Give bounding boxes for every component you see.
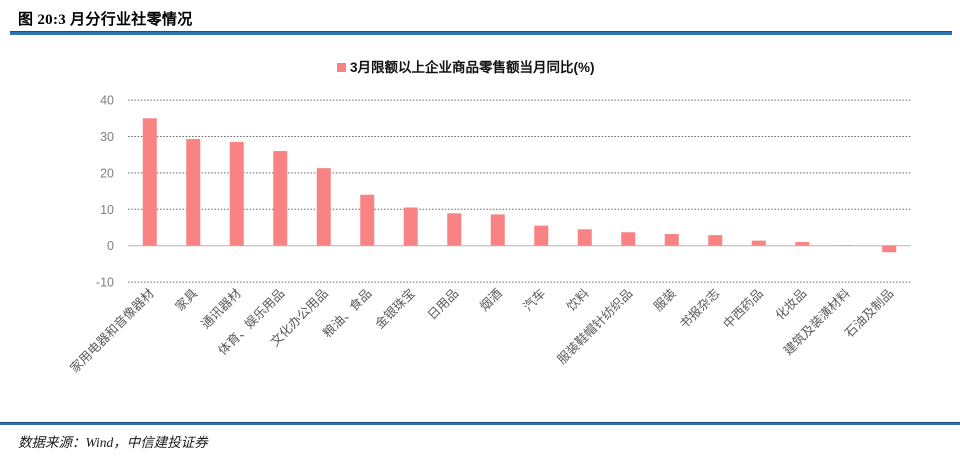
legend-swatch: [337, 63, 346, 72]
y-axis-label: 20: [100, 166, 114, 180]
y-axis-label: -10: [96, 276, 114, 290]
bar: [490, 214, 505, 246]
bar-chart: 40 30 20 10 0 -10 家用电器和音像器材 家具 通讯器材 体育、娱乐用品 文化办公用品…: [0, 40, 960, 418]
y-axis-label: 30: [100, 130, 114, 144]
x-axis-label: 日用品: [425, 286, 461, 322]
bar: [142, 118, 157, 246]
footer-divider: [0, 422, 960, 425]
x-axis-label: 家用电器和音像器材: [67, 286, 157, 376]
bar: [751, 240, 766, 246]
legend-label: 3月限额以上企业商品零售额当月同比(%): [350, 59, 595, 75]
data-source: 数据来源：Wind，中信建投证券: [18, 435, 208, 450]
bar: [360, 194, 375, 246]
x-axis-label: 家具: [172, 285, 201, 314]
bar: [229, 141, 244, 246]
bar: [621, 232, 636, 246]
y-axis-label: 0: [107, 239, 114, 253]
x-axis-label: 饮料: [564, 286, 592, 314]
title-divider: [10, 31, 952, 35]
bar: [447, 213, 462, 246]
x-axis-label: 化妆品: [773, 286, 809, 322]
bar: [186, 139, 201, 246]
x-axis-label: 服装鞋帽针纺织品: [554, 286, 635, 367]
x-axis-label: 烟酒: [477, 286, 505, 314]
bar: [534, 225, 549, 246]
bar: [708, 235, 723, 246]
bar: [795, 242, 810, 246]
bar: [273, 151, 288, 246]
x-axis-label: 金银珠宝: [372, 286, 418, 332]
bar: [664, 234, 679, 246]
bar: [403, 207, 418, 246]
x-axis-label: 服装: [651, 286, 679, 314]
x-axis-label: 中西药品: [720, 286, 766, 332]
figure-title: 图 20:3 月分行业社零情况: [18, 12, 193, 28]
bar: [577, 229, 592, 246]
x-axis-label: 书报杂志: [676, 286, 722, 332]
bar: [316, 168, 331, 246]
bar: [882, 245, 897, 253]
x-axis-label: 通讯器材: [199, 286, 244, 331]
x-axis-label: 汽车: [520, 286, 548, 314]
y-axis-label: 40: [100, 94, 114, 108]
y-axis-label: 10: [100, 203, 114, 217]
